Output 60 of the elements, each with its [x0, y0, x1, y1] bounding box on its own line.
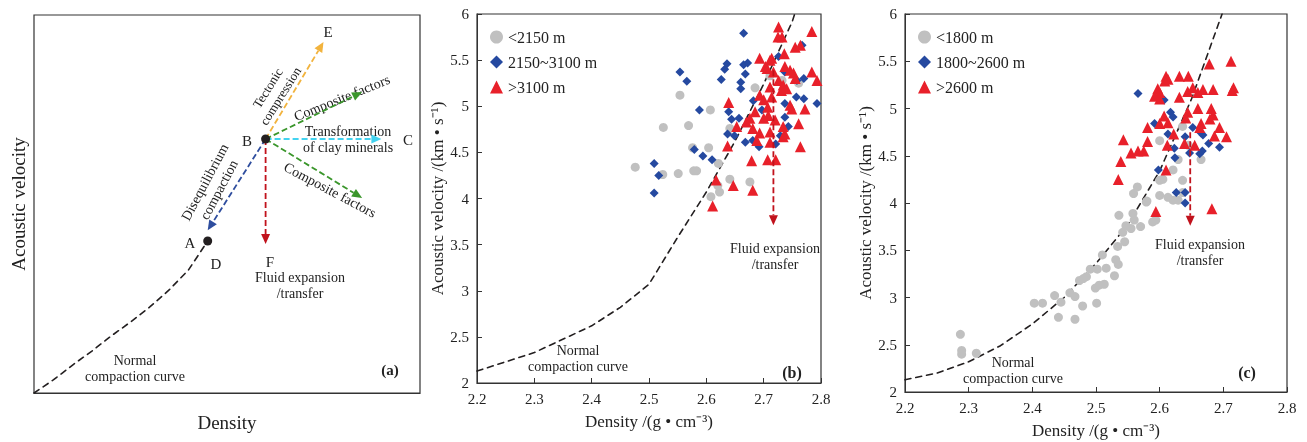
annotation: Normal compaction curve — [963, 354, 1063, 386]
x-tick-label: 2.8 — [1277, 399, 1297, 416]
y-tick-label: 4 — [461, 190, 470, 207]
annotation: Fluid expansion /transfer — [255, 269, 345, 301]
y-tick-label: 5 — [461, 98, 469, 115]
y-axis-title: Acoustic velocity /(km • s⁻¹) — [855, 106, 875, 300]
y-tick-label: 5.5 — [878, 53, 897, 70]
y-tick-label: 2 — [889, 384, 897, 400]
x-tick-label: 2.6 — [1150, 399, 1170, 416]
y-tick-label: 2.5 — [878, 336, 897, 353]
x-axis-title: Density — [197, 412, 258, 433]
legend-label: <2150 m — [508, 28, 567, 46]
y-tick-label: 3 — [889, 289, 897, 306]
x-tick-label: 2.5 — [1086, 399, 1106, 416]
y-tick-label: 2.5 — [450, 328, 469, 345]
x-tick-label: 2.2 — [467, 390, 487, 407]
legend-label: 2150~3100 m — [508, 53, 598, 71]
x-tick-label: 2.5 — [639, 390, 659, 407]
legend-label: >2600 m — [936, 78, 995, 96]
annotation: Fluid expansion /transfer — [1155, 236, 1245, 268]
x-tick-label: 2.6 — [696, 390, 717, 407]
text: C — [402, 132, 414, 148]
text: B — [241, 133, 253, 149]
annotation: Fluid expansion /transfer — [730, 240, 820, 272]
x-tick-label: 2.3 — [959, 399, 979, 416]
y-tick-label: 6 — [461, 6, 470, 22]
annotation: (c) — [1238, 363, 1256, 382]
y-tick-label: 4.5 — [450, 144, 469, 161]
annotation: (a) — [381, 362, 399, 379]
annotation: Normal compaction curve — [528, 342, 628, 374]
text: E — [323, 24, 333, 40]
y-tick-label: 6 — [889, 6, 898, 22]
y-tick-label: 3 — [461, 282, 469, 299]
y-tick-label: 3.5 — [450, 236, 469, 253]
y-axis-title: Acoustic velocity /(km • s⁻¹) — [427, 101, 447, 296]
y-tick-label: 4 — [889, 195, 898, 211]
annotation: (b) — [782, 363, 802, 382]
annotation: A — [184, 235, 196, 251]
annotation: Normal compaction curve — [85, 352, 185, 384]
annotation: D — [210, 256, 222, 272]
annotation: F — [265, 254, 275, 270]
x-tick-label: 2.3 — [524, 390, 544, 407]
x-axis-title: Density /(g • cm⁻³) — [1032, 421, 1160, 440]
x-tick-label: 2.7 — [1213, 399, 1234, 416]
x-tick-label: 2.8 — [811, 390, 831, 407]
x-tick-label: 2.7 — [754, 390, 774, 407]
legend-label: 1800~2600 m — [936, 53, 1026, 71]
x-tick-label: 2.4 — [582, 390, 602, 407]
y-tick-label: 5.5 — [450, 52, 469, 69]
y-tick-label: 4.5 — [878, 147, 897, 164]
x-tick-label: 2.2 — [895, 399, 915, 416]
y-axis-title: Acoustic velocity — [7, 136, 29, 271]
legend-label: >3100 m — [508, 78, 567, 96]
legend-label: <1800 m — [936, 28, 995, 46]
y-tick-label: 5 — [889, 100, 897, 117]
x-axis-title: Density /(g • cm⁻³) — [585, 412, 713, 431]
text: Transformation of clay minerals — [302, 123, 394, 155]
y-tick-label: 3.5 — [878, 242, 897, 259]
y-tick-label: 2 — [461, 375, 469, 391]
x-tick-label: 2.4 — [1022, 399, 1043, 416]
